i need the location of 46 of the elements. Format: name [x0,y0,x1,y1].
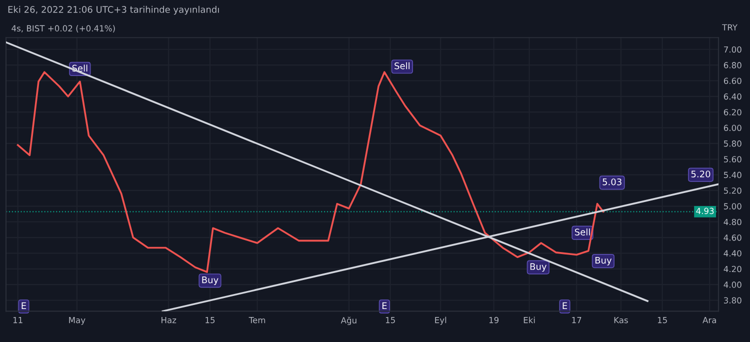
x-tick-label: 17 [572,317,582,324]
y-tick-label: 6.00 [724,124,742,132]
annotation: E [562,302,568,310]
x-tick-label: Eyl [435,316,446,325]
y-tick-label: 4.00 [724,282,742,288]
y-tick-label: 4.20 [724,266,742,272]
x-tick-label: Ağu [340,316,356,326]
x-tick-label: Ara [702,317,716,324]
x-tick-label: Kas [614,317,628,324]
y-tick-label: 5.80 [724,140,742,147]
x-tick-label: 15 [206,317,215,324]
x-tick-label: 15 [658,317,667,324]
annotation: E [382,302,387,310]
y-tick-label: 3.80 [724,297,742,304]
y-tick-label: 6.80 [724,62,742,68]
x-tick-label: 15 [386,317,395,324]
x-tick-label: 11 [13,317,22,324]
y-tick-label: 5.20 [724,187,742,194]
annotation: Sell [394,62,410,70]
y-tick-label: 6.60 [724,78,742,84]
y-tick-label: 5.40 [724,172,742,178]
y-tick-label: 7.00 [724,46,742,53]
y-tick-label: 6.20 [724,109,742,116]
y-tick-label: 4.60 [724,234,742,241]
x-tick-label: Eki [524,316,535,324]
y-tick-label: 6.40 [724,93,742,100]
annotation: Sell [574,228,590,236]
y-axis-title: TRY [722,24,738,30]
annotation: 5.20 [691,170,710,178]
annotation: Buy [202,276,218,286]
ref-line-label: 4.93 [696,208,714,214]
x-tick-label: 19 [489,316,499,324]
annotation: Buy [530,263,547,272]
x-tick-label: May [69,317,86,325]
x-tick-label: Tem [248,317,266,324]
y-tick-label: 5.00 [724,203,742,210]
chart-subtitle: 4s, BIST +0.02 (+0.41%) [12,25,115,32]
annotation: Buy [595,256,612,266]
y-tick-label: 4.40 [724,250,742,256]
y-tick-label: 4.80 [724,218,742,226]
x-tick-label: Haz [162,317,176,324]
annotation: 5.03 [602,178,622,186]
annotation: Sell [72,64,88,72]
annotation: E [22,302,26,310]
y-tick-label: 5.60 [724,156,742,162]
chart-title: Eki 26, 2022 21:06 UTC+3 tarihinde yayınlandı [8,6,219,15]
